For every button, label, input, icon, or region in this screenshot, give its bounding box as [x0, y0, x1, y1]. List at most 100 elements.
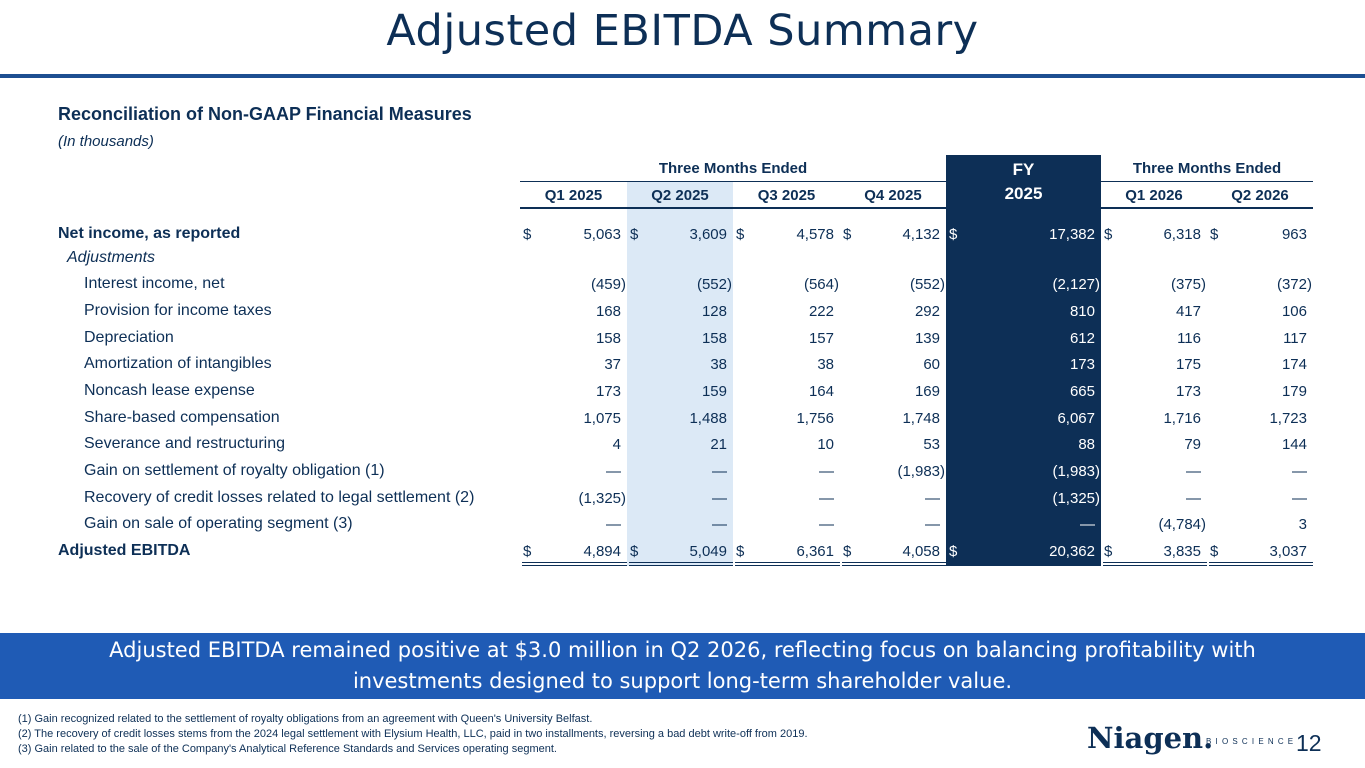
total-underline	[948, 562, 1101, 563]
group-underline	[1101, 181, 1313, 182]
table-cell: 3,609	[689, 226, 727, 243]
total-underline	[735, 562, 840, 563]
table-cell: 1,756	[796, 410, 834, 427]
table-cell: (372)	[1276, 276, 1312, 293]
column-header: Q1 2026	[1125, 187, 1183, 204]
page-title: Adjusted EBITDA Summary	[386, 6, 979, 56]
table-cell: 117	[1283, 330, 1307, 347]
table-cell: 1,723	[1269, 410, 1307, 427]
dollar-sign: $	[1104, 543, 1113, 560]
table-cell: 116	[1177, 330, 1201, 347]
section-subtitle: (In thousands)	[58, 133, 154, 150]
table-cell: 157	[808, 330, 834, 347]
table-cell: —	[606, 516, 621, 533]
column-header-underline	[1207, 207, 1313, 209]
group-underline	[520, 181, 946, 182]
row-label: Net income, as reported	[58, 225, 241, 242]
table-cell: 169	[914, 383, 940, 400]
total-underline	[735, 565, 840, 566]
table-cell: 417	[1175, 303, 1201, 320]
table-cell: 4	[612, 436, 621, 453]
table-cell: 222	[808, 303, 834, 320]
row-label: Interest income, net	[84, 275, 225, 292]
row-label: Severance and restructuring	[84, 435, 285, 452]
column-header: Q2 2025	[651, 187, 709, 204]
row-label: Gain on sale of operating segment (3)	[84, 515, 353, 532]
table-cell: 106	[1281, 303, 1307, 320]
table-row: Severance and restructuring 4 21 10 53 88 79 14…	[0, 432, 1365, 458]
row-label: Share-based compensation	[84, 409, 280, 426]
table-cell: 158	[595, 330, 621, 347]
dollar-sign: $	[1104, 226, 1113, 243]
column-header: Q4 2025	[864, 187, 922, 204]
table-cell: 179	[1281, 383, 1307, 400]
banner-line-1: Adjusted EBITDA remained positive at $3.…	[109, 638, 1256, 662]
dollar-sign: $	[736, 543, 745, 560]
table-cell: 20,362	[1049, 543, 1095, 560]
row-label: Noncash lease expense	[84, 382, 255, 399]
table-cell: (1,325)	[578, 490, 626, 507]
table-cell: 164	[808, 383, 834, 400]
table-cell: (1,325)	[1052, 490, 1100, 507]
dollar-sign: $	[843, 226, 852, 243]
table-cell: 1,716	[1163, 410, 1201, 427]
column-header: Q3 2025	[757, 187, 816, 204]
table-cell: 3,835	[1163, 543, 1201, 560]
fy-header-line2: 2025	[1004, 184, 1043, 203]
column-header-underline	[520, 207, 627, 209]
table-cell: —	[712, 516, 727, 533]
table-cell: 4,132	[902, 226, 940, 243]
table-cell: 1,075	[583, 410, 621, 427]
dollar-sign: $	[630, 226, 639, 243]
table-cell: 665	[1069, 383, 1095, 400]
row-label: Adjustments	[67, 249, 156, 266]
table-cell: 128	[701, 303, 727, 320]
table-cell: —	[819, 516, 834, 533]
total-underline	[948, 565, 1101, 566]
dollar-sign: $	[523, 226, 532, 243]
table-row: Noncash lease expense 173 159 164 169 665 173 1…	[0, 379, 1365, 405]
table-row: Provision for income taxes 168 128 222 292 81…	[0, 299, 1365, 325]
dollar-sign: $	[949, 226, 958, 243]
table-cell: 1,748	[902, 410, 940, 427]
total-underline	[1209, 565, 1313, 566]
section-title: Reconciliation of Non-GAAP Financial Mea…	[58, 104, 472, 124]
table-row: Depreciation 158 158 157 139 612 116 117	[0, 326, 1365, 352]
table-cell: 5,049	[689, 543, 727, 560]
table-cell: (552)	[909, 276, 945, 293]
table-cell: 6,067	[1057, 410, 1095, 427]
table-cell: 21	[710, 436, 727, 453]
table-cell: 292	[914, 303, 940, 320]
row-label: Recovery of credit losses related to leg…	[84, 489, 475, 506]
dollar-sign: $	[1210, 226, 1219, 243]
group-header-three-months-2025: Three Months Ended	[658, 160, 808, 177]
table-row: Interest income, net (459) (552) (564) (552)…	[0, 272, 1365, 298]
dollar-sign: $	[949, 543, 958, 560]
table-row: Net income, as reported $5,063 $3,609 $4,57…	[0, 222, 1365, 248]
table-cell: (1,983)	[1052, 463, 1100, 480]
table-cell: 79	[1184, 436, 1201, 453]
table-cell: (1,983)	[897, 463, 945, 480]
group-header-three-months-2026: Three Months Ended	[1132, 160, 1282, 177]
table-row: Amortization of intangibles 37 38 38 60 173 17…	[0, 352, 1365, 378]
table-cell: 17,382	[1049, 226, 1095, 243]
table-cell: 5,063	[583, 226, 621, 243]
table-cell: 4,058	[902, 543, 940, 560]
table-cell: 6,361	[796, 543, 834, 560]
dollar-sign: $	[843, 543, 852, 560]
table-cell: 173	[595, 383, 621, 400]
table-cell: —	[1186, 463, 1201, 480]
footnote-1: (1) Gain recognized related to the settl…	[18, 713, 593, 725]
column-header-underline	[627, 207, 733, 209]
total-underline	[629, 565, 733, 566]
total-underline	[842, 562, 946, 563]
page-number: 12	[1296, 730, 1322, 756]
table-cell: 60	[923, 356, 940, 373]
table-row: Share-based compensation 1,075 1,488 1,756 1…	[0, 406, 1365, 432]
niagen-logo: Niagen.	[1087, 721, 1214, 755]
table-cell: 53	[923, 436, 940, 453]
q2-2025-column-highlight	[627, 182, 733, 566]
table-cell: 88	[1078, 436, 1095, 453]
dollar-sign: $	[630, 543, 639, 560]
table-cell: —	[1080, 516, 1095, 533]
